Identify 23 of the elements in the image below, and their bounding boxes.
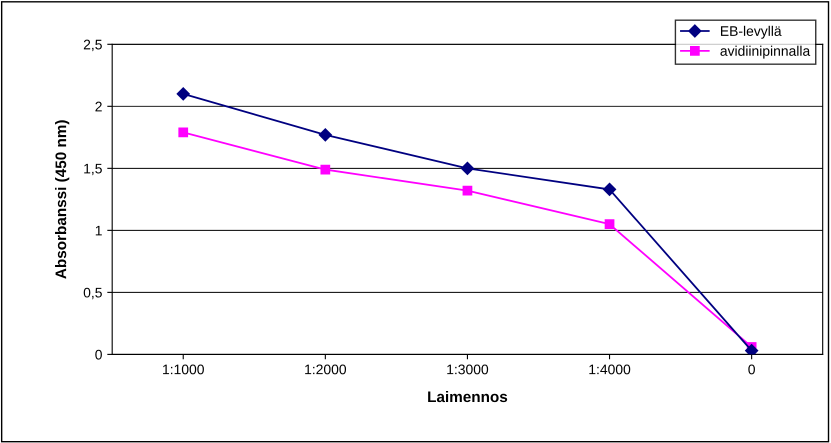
- x-axis-title: Laimennos: [428, 390, 508, 402]
- point: [178, 128, 188, 138]
- x-tick-label: 0: [748, 364, 755, 374]
- y-tick-label: 2: [95, 102, 102, 112]
- legend-label: EB-levyllä: [720, 26, 782, 39]
- x-tick-label: 1:3000: [447, 364, 488, 374]
- point: [320, 164, 330, 174]
- y-tick-label: 0: [95, 350, 102, 360]
- point: [460, 162, 474, 175]
- point: [604, 219, 614, 230]
- y-tick-label: 1,5: [84, 164, 102, 176]
- y-axis-title: Absorbanssi (450 nm): [55, 120, 70, 279]
- point: [462, 186, 472, 196]
- point: [602, 182, 616, 196]
- x-tick-label: 1:1000: [163, 364, 204, 374]
- point: [318, 128, 332, 142]
- y-tick-label: 0,5: [84, 288, 102, 300]
- y-tick-label: 1: [96, 226, 102, 236]
- x-tick-label: 1:2000: [305, 364, 346, 374]
- legend-label: avidiinipinnalla: [720, 46, 810, 59]
- point: [176, 87, 190, 101]
- x-tick-label: 1:4000: [589, 364, 630, 374]
- y-tick-label: 2,5: [84, 40, 102, 52]
